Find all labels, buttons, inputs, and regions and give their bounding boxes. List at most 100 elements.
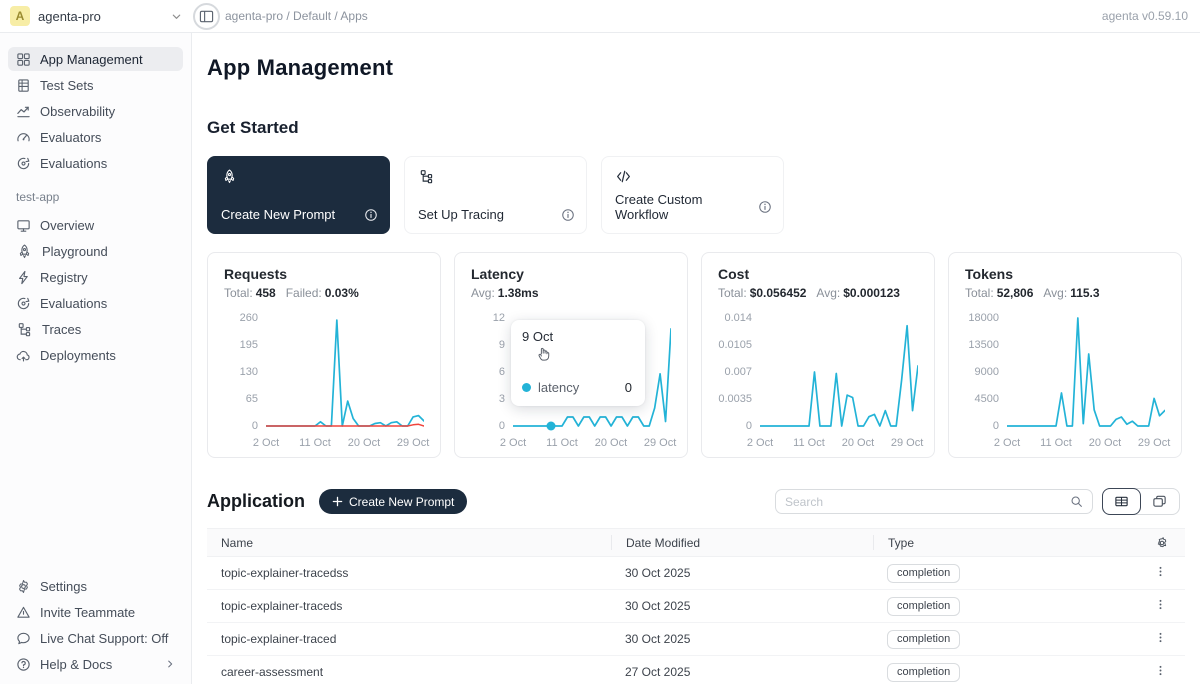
gear-icon bbox=[16, 579, 31, 594]
metric-card-requests: Requests Total: 458 Failed: 0.03% 260 195 130… bbox=[207, 252, 441, 458]
type-badge: completion bbox=[887, 662, 961, 682]
cell-name: topic-explainer-tracedss bbox=[221, 566, 349, 580]
y-axis-tick: 130 bbox=[239, 365, 258, 378]
y-axis: 12 9 6 3 0 bbox=[471, 312, 513, 432]
sidebar-item-app-management[interactable]: App Management bbox=[8, 47, 183, 71]
y-axis-tick: 0.014 bbox=[724, 311, 752, 324]
sidebar-app-item-evaluations[interactable]: Evaluations bbox=[8, 291, 183, 315]
sidebar-app-item-registry[interactable]: Registry bbox=[8, 265, 183, 289]
tooltip-date: 9 Oct bbox=[522, 329, 554, 344]
nav-item-label: Help & Docs bbox=[40, 656, 113, 672]
sidebar-app-item-overview[interactable]: Overview bbox=[8, 213, 183, 237]
table-settings-button[interactable] bbox=[1131, 535, 1185, 550]
chevron-right-icon bbox=[165, 659, 175, 669]
main-content: App Management Get Started Create New Pr… bbox=[192, 33, 1200, 684]
y-axis: 260 195 130 65 0 bbox=[224, 312, 266, 432]
help-icon bbox=[16, 657, 31, 672]
table-row[interactable]: topic-explainer-traceds 30 Oct 2025 comp… bbox=[207, 590, 1185, 623]
sidebar-item-evaluations[interactable]: Evaluations bbox=[8, 151, 183, 175]
cloud-icon bbox=[16, 348, 31, 363]
x-axis: 2 Oct 11 Oct 20 Oct 29 Oct bbox=[994, 437, 1170, 452]
chart-plot[interactable] bbox=[266, 312, 424, 432]
sidebar-toggle-button[interactable] bbox=[193, 2, 220, 30]
x-axis-tick: 20 Oct bbox=[347, 437, 381, 449]
cell-type: completion bbox=[873, 563, 1131, 583]
sidebar-item-evaluators[interactable]: Evaluators bbox=[8, 125, 183, 149]
dots-vertical-icon bbox=[1154, 631, 1167, 644]
column-header-type[interactable]: Type bbox=[873, 535, 1131, 550]
table-view-icon bbox=[1114, 494, 1129, 509]
table-row[interactable]: topic-explainer-traced 30 Oct 2025 compl… bbox=[207, 623, 1185, 656]
y-axis-tick: 0 bbox=[251, 419, 258, 432]
nav-item-label: Evaluations bbox=[40, 155, 108, 171]
card-label: Create Custom Workflow bbox=[615, 192, 703, 222]
workspace-avatar: A bbox=[10, 6, 30, 26]
row-menu-button[interactable] bbox=[1131, 598, 1185, 614]
app-version: agenta v0.59.10 bbox=[1101, 9, 1188, 23]
table-view-button[interactable] bbox=[1102, 488, 1141, 515]
table-row[interactable]: career-assessment 27 Oct 2025 completion bbox=[207, 656, 1185, 684]
sidebar-item-test-sets[interactable]: Test Sets bbox=[8, 73, 183, 97]
get-started-title: Get Started bbox=[207, 118, 299, 137]
hand-cursor-icon bbox=[535, 346, 552, 363]
table-row[interactable]: topic-explainer-tracedss 30 Oct 2025 com… bbox=[207, 557, 1185, 590]
sidebar-app-item-deployments[interactable]: Deployments bbox=[8, 343, 183, 367]
cell-name: topic-explainer-traced bbox=[221, 632, 337, 646]
panel-toggle-icon bbox=[199, 9, 214, 24]
nav-item-label: Overview bbox=[40, 217, 95, 233]
sidebar-item-help-docs[interactable]: Help & Docs bbox=[8, 652, 183, 676]
y-axis-tick: 6 bbox=[498, 365, 505, 378]
y-axis-tick: 0.007 bbox=[724, 365, 752, 378]
row-menu-button[interactable] bbox=[1131, 664, 1185, 680]
breadcrumb[interactable]: agenta-pro / Default / Apps bbox=[225, 9, 368, 23]
sidebar-app-item-traces[interactable]: Traces bbox=[8, 317, 183, 341]
sidebar-item-live-chat-support-off[interactable]: Live Chat Support: Off bbox=[8, 626, 183, 650]
card-view-button[interactable] bbox=[1140, 489, 1179, 514]
sidebar-item-invite-teammate[interactable]: Invite Teammate bbox=[8, 600, 183, 624]
dots-vertical-icon bbox=[1154, 598, 1167, 611]
nav-item-label: Registry bbox=[40, 269, 88, 285]
get-started-card-create-new-prompt[interactable]: Create New Prompt bbox=[207, 156, 390, 234]
create-new-prompt-button[interactable]: Create New Prompt bbox=[319, 489, 468, 514]
y-axis-tick: 0 bbox=[498, 419, 505, 432]
y-axis-tick: 260 bbox=[239, 311, 258, 324]
row-menu-button[interactable] bbox=[1131, 565, 1185, 581]
tooltip-value: 0 bbox=[624, 380, 632, 395]
stat: Total: 458 bbox=[224, 286, 276, 300]
column-header-date-modified[interactable]: Date Modified bbox=[611, 535, 873, 550]
y-axis-tick: 3 bbox=[498, 392, 505, 405]
search-input[interactable] bbox=[785, 494, 1070, 509]
sidebar-item-settings[interactable]: Settings bbox=[8, 574, 183, 598]
sidebar: App Management Test Sets Observability E… bbox=[0, 33, 192, 684]
card-view-icon bbox=[1152, 494, 1167, 509]
x-axis-tick: 29 Oct bbox=[890, 437, 924, 449]
grid-icon bbox=[16, 52, 31, 67]
column-header-name[interactable]: Name bbox=[221, 535, 254, 550]
cell-type: completion bbox=[873, 596, 1131, 616]
chart-plot[interactable] bbox=[513, 312, 671, 432]
rocket-icon bbox=[221, 168, 238, 185]
type-badge: completion bbox=[887, 563, 961, 583]
x-axis: 2 Oct 11 Oct 20 Oct 29 Oct bbox=[747, 437, 923, 452]
sidebar-item-observability[interactable]: Observability bbox=[8, 99, 183, 123]
workspace-selector[interactable]: A agenta-pro bbox=[0, 6, 192, 26]
chart-plot[interactable] bbox=[760, 312, 918, 432]
sidebar-app-item-playground[interactable]: Playground bbox=[8, 239, 183, 263]
workspace-name: agenta-pro bbox=[38, 8, 101, 24]
get-started-card-create-custom-workflow[interactable]: Create Custom Workflow bbox=[601, 156, 784, 234]
card-label: Create New Prompt bbox=[221, 207, 336, 222]
y-axis-tick: 0 bbox=[992, 419, 999, 432]
y-axis-tick: 12 bbox=[492, 311, 505, 324]
row-menu-button[interactable] bbox=[1131, 631, 1185, 647]
search-icon[interactable] bbox=[1070, 495, 1083, 508]
x-axis-tick: 29 Oct bbox=[643, 437, 677, 449]
stat: Avg: $0.000123 bbox=[816, 286, 900, 300]
y-axis-tick: 4500 bbox=[974, 392, 999, 405]
x-axis-tick: 20 Oct bbox=[1088, 437, 1122, 449]
metric-card-tokens: Tokens Total: 52,806 Avg: 115.3 18000 13500 9… bbox=[948, 252, 1182, 458]
y-axis-tick: 0.0105 bbox=[718, 338, 752, 351]
x-axis-tick: 20 Oct bbox=[841, 437, 875, 449]
application-title: Application bbox=[207, 491, 305, 511]
chart-plot[interactable] bbox=[1007, 312, 1165, 432]
get-started-card-set-up-tracing[interactable]: Set Up Tracing bbox=[404, 156, 587, 234]
